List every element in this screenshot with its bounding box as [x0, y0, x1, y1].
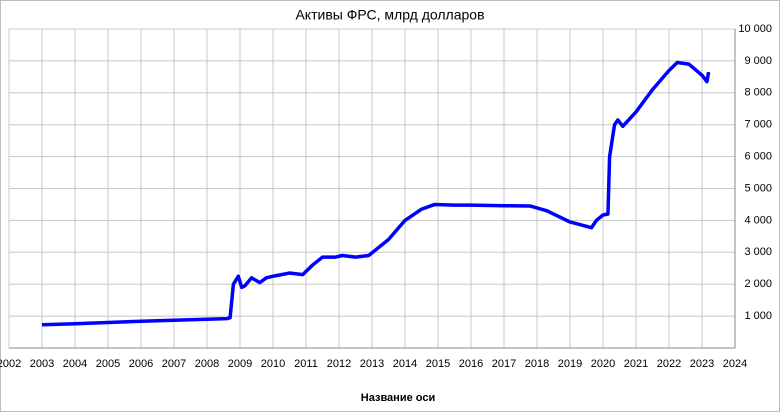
x-tick-label: 2021	[624, 358, 648, 370]
y-tick-label: 3 000	[744, 246, 772, 258]
x-tick-label: 2022	[657, 358, 681, 370]
x-tick-label: 2010	[261, 358, 285, 370]
data-line	[41, 60, 711, 327]
y-tick-label: 8 000	[744, 87, 772, 99]
y-tick-label: 10 000	[738, 23, 772, 35]
x-tick-label: 2018	[525, 358, 549, 370]
x-tick-label: 2013	[360, 358, 384, 370]
x-tick-label: 2006	[129, 358, 153, 370]
x-tick-label: 2014	[393, 358, 417, 370]
y-tick-label: 5 000	[744, 182, 772, 194]
x-tick-label: 2009	[228, 358, 252, 370]
x-tick-label: 2007	[162, 358, 186, 370]
y-tick-label: 6 000	[744, 151, 772, 163]
x-tick-label: 2004	[63, 358, 87, 370]
x-tick-label: 2008	[195, 358, 219, 370]
x-tick-label: 2011	[294, 358, 318, 370]
y-tick-label: 2 000	[744, 278, 772, 290]
x-tick-label: 2023	[690, 358, 714, 370]
chart-title: Активы ФРС, млрд долларов	[295, 7, 484, 23]
y-tick-label: 4 000	[744, 214, 772, 226]
x-tick-label: 2024	[723, 358, 747, 370]
x-axis-title: Название оси	[361, 392, 435, 404]
x-tick-label: 2015	[426, 358, 450, 370]
x-tick-label: 2019	[558, 358, 582, 370]
y-tick-label: 9 000	[744, 55, 772, 67]
x-tick-label: 2020	[591, 358, 615, 370]
y-tick-label: 7 000	[744, 119, 772, 131]
x-tick-label: 2016	[459, 358, 483, 370]
x-tick-label: 2002	[0, 358, 21, 370]
x-tick-label: 2012	[327, 358, 351, 370]
x-tick-label: 2003	[30, 358, 54, 370]
y-tick-label: 1 000	[744, 310, 772, 322]
x-tick-label: 2005	[96, 358, 120, 370]
x-tick-label: 2017	[492, 358, 516, 370]
